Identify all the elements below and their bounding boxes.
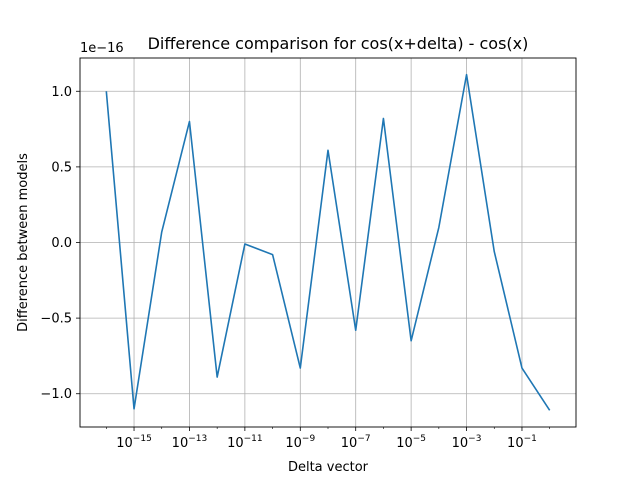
y-tick-label: 0.5: [51, 160, 72, 175]
axis-ticks: 10−15 10−13 10−11 10−9 10−7 10−5 10−3 10−1 1.0 0.…: [40, 85, 550, 451]
chart-title: Difference comparison for cos(x+delta) -…: [148, 34, 529, 53]
y-axis-label: Difference between models: [16, 153, 31, 332]
y-tick-label: −0.5: [40, 312, 72, 327]
x-tick-label: 10−1: [507, 434, 537, 451]
x-tick-label: 10−7: [341, 434, 371, 451]
x-axis-label: Delta vector: [288, 460, 369, 475]
y-axis-offset-label: 1e−16: [80, 41, 124, 56]
y-tick-label: −1.0: [40, 387, 72, 402]
grid-lines: [80, 58, 576, 427]
x-tick-label: 10−13: [172, 434, 208, 451]
x-tick-label: 10−11: [227, 434, 263, 451]
x-tick-label: 10−15: [116, 434, 152, 451]
y-tick-label: 0.0: [51, 236, 72, 251]
series-layer: [105, 73, 551, 411]
x-tick-label: 10−3: [452, 434, 482, 451]
x-tick-label: 10−9: [285, 434, 315, 451]
y-tick-label: 1.0: [51, 85, 72, 100]
x-tick-label: 10−5: [396, 434, 426, 451]
